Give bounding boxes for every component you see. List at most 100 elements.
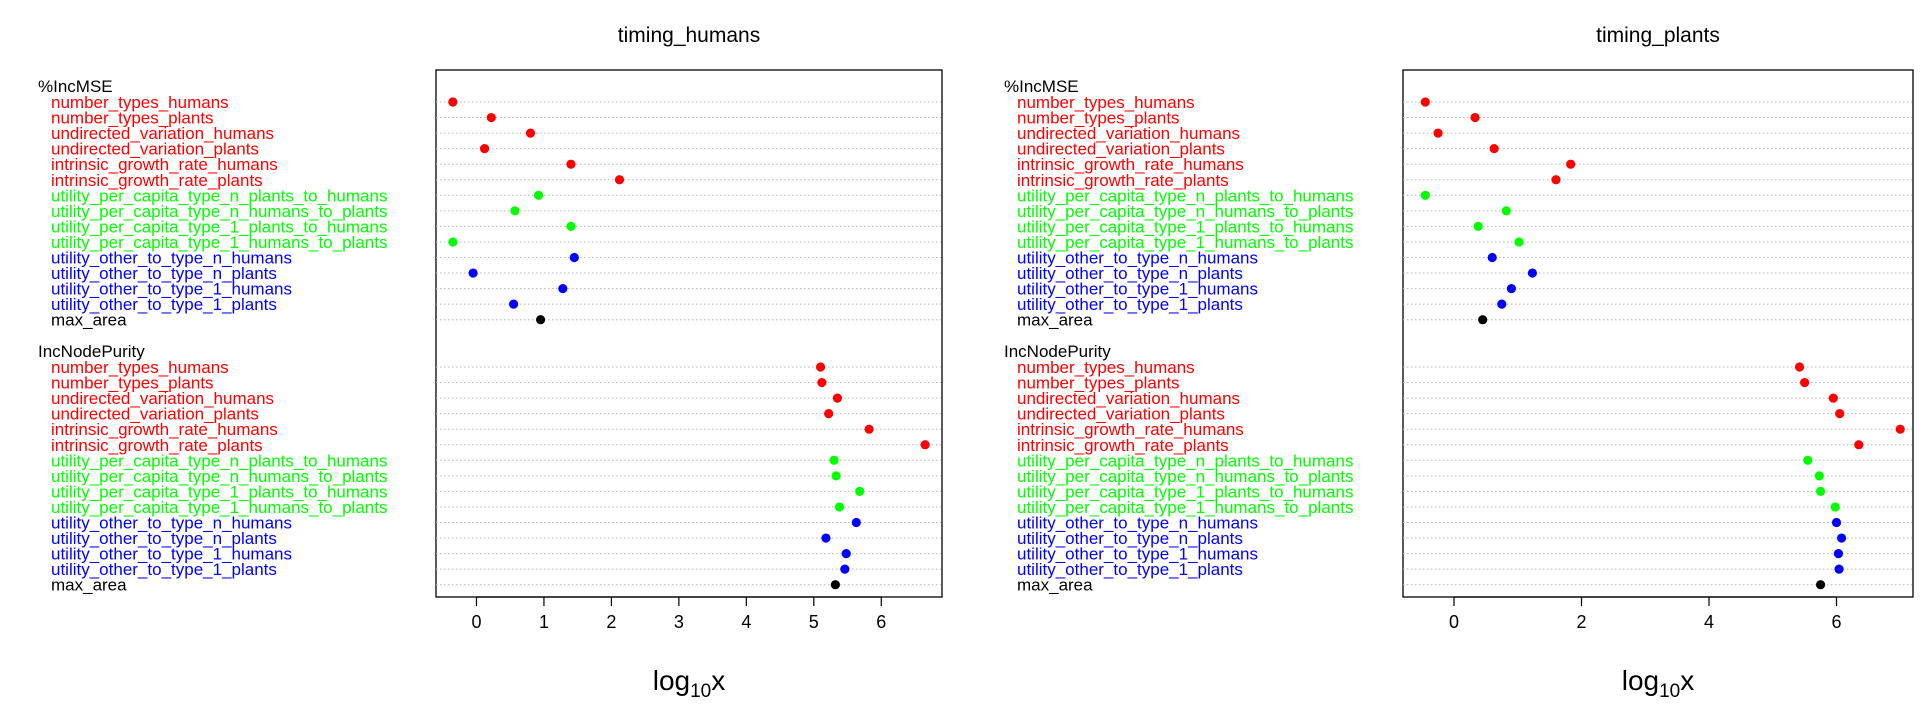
data-point: [535, 315, 546, 325]
data-point: [817, 377, 827, 388]
data-point: [558, 284, 568, 294]
row-label: number_types_plants: [51, 374, 214, 393]
row-label: number_types_humans: [51, 93, 229, 112]
row-label: utility_per_capita_type_n_plants_to_huma…: [51, 186, 387, 205]
x-axis-title-base: log: [1622, 665, 1659, 696]
row-label: utility_other_to_type_n_plants: [51, 529, 277, 548]
x-tick-label: 3: [674, 612, 684, 632]
data-point: [479, 144, 490, 154]
x-axis-title-subscript: 10: [690, 681, 711, 702]
data-point: [815, 362, 826, 372]
row-label: intrinsic_growth_rate_humans: [1017, 420, 1244, 439]
data-point: [821, 533, 831, 543]
row-label: undirected_variation_plants: [51, 405, 259, 424]
x-axis-title-tail: x: [1680, 665, 1694, 696]
row-label: undirected_variation_plants: [1017, 405, 1225, 424]
panel-1: timing_humans%IncMSEnumber_types_humansn…: [38, 24, 943, 702]
row-label: utility_per_capita_type_1_plants_to_huma…: [51, 217, 387, 236]
row-label: utility_per_capita_type_n_humans_to_plan…: [51, 202, 387, 221]
row-label: utility_other_to_type_n_humans: [1017, 514, 1258, 533]
data-point: [510, 206, 520, 216]
data-point: [1433, 128, 1443, 138]
x-axis-title: log10x: [653, 665, 726, 702]
row-label: utility_per_capita_type_n_humans_to_plan…: [51, 467, 387, 486]
data-point: [1487, 252, 1497, 263]
row-label: max_area: [1017, 311, 1093, 330]
data-point: [1834, 564, 1844, 574]
row-label: utility_other_to_type_n_plants: [1017, 264, 1243, 283]
group-label: %IncMSE: [38, 77, 113, 96]
row-label: number_types_plants: [1017, 374, 1180, 393]
x-axis-title-subscript: 10: [1659, 681, 1680, 702]
data-point: [1514, 237, 1524, 247]
row-label: utility_other_to_type_n_humans: [51, 249, 292, 268]
x-tick-label: 1: [539, 612, 549, 632]
row-label: utility_per_capita_type_1_plants_to_huma…: [51, 482, 387, 501]
row-label: undirected_variation_humans: [51, 124, 274, 143]
row-label: intrinsic_growth_rate_plants: [1017, 436, 1229, 455]
data-point: [829, 455, 839, 465]
row-label: utility_per_capita_type_1_humans_to_plan…: [1017, 233, 1353, 252]
row-label: utility_other_to_type_n_humans: [51, 514, 292, 533]
data-point: [566, 221, 576, 231]
x-tick-label: 2: [606, 612, 616, 632]
row-label: utility_per_capita_type_n_humans_to_plan…: [1017, 467, 1353, 486]
row-label: utility_other_to_type_1_plants: [1017, 560, 1243, 579]
row-label: utility_other_to_type_1_humans: [1017, 280, 1258, 299]
data-point: [1831, 517, 1842, 528]
group-label: %IncMSE: [1004, 77, 1079, 96]
data-point: [830, 580, 841, 590]
x-tick-label: 4: [1704, 612, 1714, 632]
row-label: undirected_variation_humans: [1017, 124, 1240, 143]
row-label: utility_other_to_type_1_plants: [51, 295, 277, 314]
data-point: [508, 299, 519, 309]
data-point: [1551, 175, 1561, 185]
data-point: [468, 268, 478, 278]
row-label: utility_other_to_type_n_humans: [1017, 249, 1258, 268]
row-label: utility_per_capita_type_1_humans_to_plan…: [51, 498, 387, 517]
data-point: [1470, 112, 1480, 123]
row-label: intrinsic_growth_rate_humans: [51, 420, 278, 439]
row-label: intrinsic_growth_rate_plants: [51, 171, 263, 190]
x-tick-label: 6: [876, 612, 886, 632]
data-point: [1800, 377, 1810, 388]
row-label: utility_other_to_type_1_plants: [51, 560, 277, 579]
row-label: utility_per_capita_type_n_plants_to_huma…: [1017, 451, 1353, 470]
data-point: [841, 549, 851, 559]
row-label: intrinsic_growth_rate_humans: [51, 155, 278, 174]
data-point: [1489, 144, 1499, 154]
data-point: [1501, 206, 1511, 216]
group-label: IncNodePurity: [1004, 342, 1111, 361]
row-label: intrinsic_growth_rate_plants: [51, 436, 263, 455]
row-label: utility_other_to_type_1_humans: [51, 280, 292, 299]
data-point: [569, 252, 579, 263]
data-point: [1794, 362, 1805, 372]
row-label: utility_other_to_type_1_humans: [1017, 545, 1258, 564]
data-point: [1835, 409, 1845, 419]
row-label: utility_per_capita_type_n_humans_to_plan…: [1017, 202, 1353, 221]
x-axis-title: log10x: [1622, 665, 1695, 702]
data-point: [1815, 580, 1826, 590]
data-point: [1830, 502, 1840, 512]
data-point: [1506, 284, 1516, 294]
data-point: [920, 440, 930, 450]
data-point: [1833, 549, 1844, 559]
row-label: utility_per_capita_type_1_humans_to_plan…: [51, 233, 387, 252]
x-axis-title-base: log: [653, 665, 690, 696]
panel-2: timing_plants%IncMSEnumber_types_humansn…: [1004, 24, 1914, 702]
data-point: [1814, 471, 1824, 481]
row-label: max_area: [51, 576, 127, 595]
row-label: utility_per_capita_type_n_plants_to_huma…: [1017, 186, 1353, 205]
data-point: [448, 97, 458, 107]
data-point: [1473, 221, 1483, 231]
data-point: [1420, 190, 1430, 200]
x-tick-label: 0: [1449, 612, 1459, 632]
row-label: number_types_humans: [1017, 93, 1195, 112]
row-label: utility_other_to_type_n_plants: [51, 264, 277, 283]
row-label: undirected_variation_plants: [51, 140, 259, 159]
row-label: utility_other_to_type_1_humans: [51, 545, 292, 564]
data-point: [614, 175, 625, 185]
row-label: utility_per_capita_type_n_plants_to_huma…: [51, 451, 387, 470]
row-label: undirected_variation_plants: [1017, 140, 1225, 159]
